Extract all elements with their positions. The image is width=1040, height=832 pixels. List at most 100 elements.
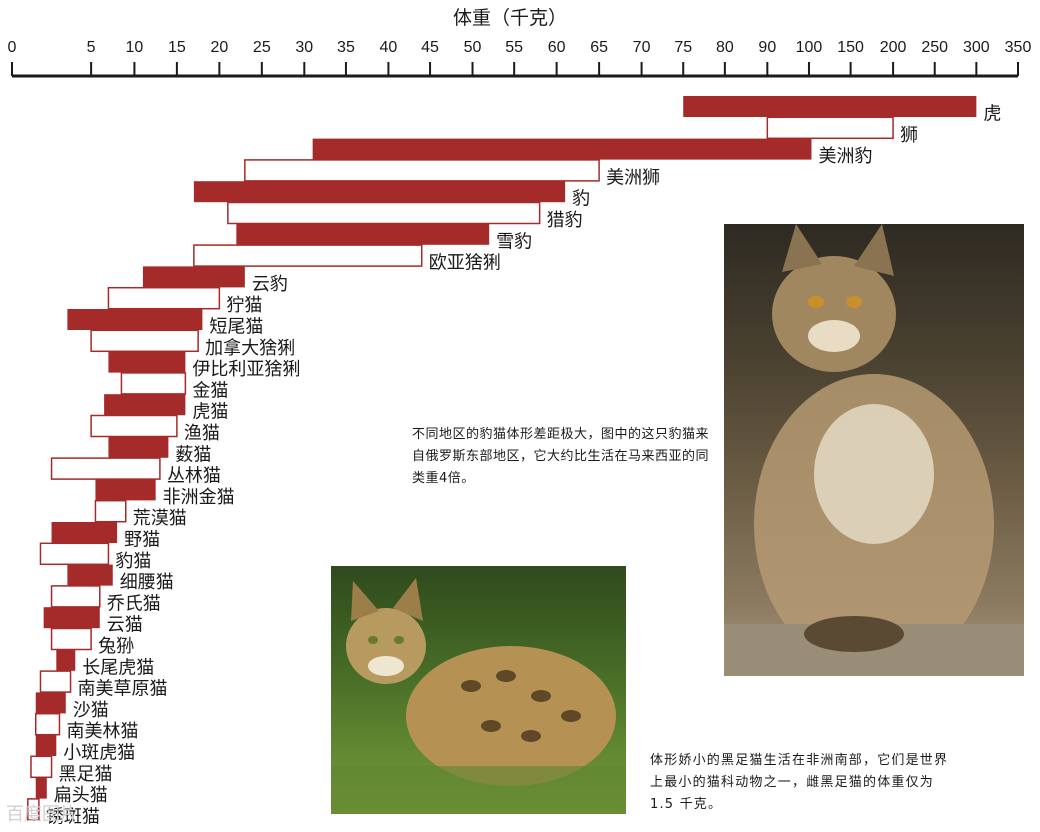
category-label-11: 加拿大猞猁	[205, 337, 295, 359]
bar-19	[94, 499, 127, 523]
bar-6	[236, 223, 490, 245]
bar-5	[227, 201, 541, 225]
bar-13	[120, 372, 187, 395]
category-label-21: 豹猫	[115, 551, 151, 572]
category-label-20: 野猫	[124, 530, 160, 551]
x-axis-title: 体重（千克）	[453, 7, 567, 29]
category-label-22: 细腰猫	[120, 572, 174, 593]
category-label-27: 南美草原猫	[78, 679, 168, 700]
bars-group	[27, 96, 977, 821]
category-label-9: 狞猫	[226, 295, 262, 316]
category-label-12: 伊比利亚猞猁	[192, 359, 300, 380]
category-label-3: 美洲狮	[606, 167, 660, 188]
bar-15	[90, 414, 178, 438]
category-label-33: 锈斑猫	[46, 806, 100, 827]
category-label-16: 薮猫	[175, 444, 211, 465]
black-footed-cat-photo	[331, 566, 626, 814]
category-label-1: 狮	[900, 125, 918, 146]
bar-11	[90, 329, 199, 353]
bar-21	[39, 542, 110, 566]
category-labels-group: 虎狮美洲豹美洲狮豹猎豹雪豹欧亚猞猁云豹狞猫短尾猫加拿大猞猁伊比利亚猞猁金猫虎猫渔…	[46, 104, 1001, 828]
bar-29	[34, 712, 61, 736]
bar-23	[50, 585, 101, 608]
category-label-14: 虎猫	[192, 402, 228, 423]
category-label-23: 乔氏猫	[107, 593, 161, 614]
x-tick-label: 35	[337, 39, 355, 56]
x-tick-label: 200	[880, 39, 907, 56]
category-label-10: 短尾猫	[209, 317, 263, 338]
x-tick-label: 75	[674, 39, 692, 56]
x-tick-label: 25	[253, 39, 271, 56]
x-tick-label: 90	[758, 39, 776, 56]
bar-8	[142, 266, 245, 288]
bar-33	[27, 798, 40, 821]
x-tick-label: 40	[380, 39, 398, 56]
x-tick-label: 150	[837, 39, 864, 56]
category-label-29: 南美林猫	[66, 721, 138, 742]
x-tick-label: 30	[295, 39, 313, 56]
x-tick-label: 15	[168, 39, 186, 56]
bar-2	[312, 138, 812, 160]
category-label-32: 扁头猫	[54, 785, 108, 806]
category-label-26: 长尾虎猫	[82, 657, 154, 678]
category-label-8: 云豹	[252, 274, 288, 295]
category-label-13: 金猫	[192, 380, 228, 401]
bar-4	[193, 181, 566, 203]
category-label-7: 欧亚猞猁	[429, 253, 501, 274]
bar-7	[193, 244, 423, 267]
bar-31	[30, 755, 53, 779]
x-tick-label: 65	[590, 39, 608, 56]
bar-16	[108, 436, 169, 458]
category-label-18: 非洲金猫	[163, 487, 235, 508]
black-footed-cat-caption: 体形娇小的黑足猫生活在非洲南部，它们是世界上最小的猫科动物之一，雌黑足猫的体重仅…	[650, 753, 949, 812]
bar-28	[35, 692, 66, 714]
category-label-28: 沙猫	[73, 700, 109, 721]
x-tick-label: 20	[210, 39, 228, 56]
category-label-5: 猎豹	[547, 210, 583, 231]
category-label-31: 黑足猫	[59, 764, 113, 785]
x-tick-label: 5	[87, 39, 96, 56]
bar-18	[95, 479, 156, 501]
category-label-2: 美洲豹	[818, 146, 872, 167]
bar-12	[108, 351, 186, 373]
category-label-25: 兔狲	[98, 636, 134, 657]
bar-26	[56, 649, 76, 671]
bar-32	[35, 777, 47, 799]
x-tick-label: 45	[421, 39, 439, 56]
bar-17	[50, 457, 161, 480]
bar-25	[50, 627, 92, 651]
bar-30	[35, 735, 57, 756]
category-label-0: 虎	[983, 104, 1001, 125]
bar-1	[766, 116, 894, 140]
bar-24	[43, 607, 100, 629]
x-tick-label: 60	[548, 39, 566, 56]
category-label-17: 丛林猫	[167, 466, 221, 487]
x-tick-label: 300	[963, 39, 990, 56]
x-tick-label: 55	[505, 39, 523, 56]
bar-20	[51, 522, 118, 543]
x-tick-label: 100	[796, 39, 823, 56]
bar-9	[107, 286, 221, 310]
x-tick-label: 10	[126, 39, 144, 56]
x-axis: 0 5 10 15 20 25 30 35 40 45 50 55 60 65 70 75 80 90 100 150…	[8, 39, 1032, 78]
category-label-30: 小斑虎猫	[63, 743, 135, 764]
bar-27	[39, 670, 72, 693]
category-label-24: 云猫	[107, 615, 143, 636]
bar-14	[104, 394, 186, 416]
bar-3	[244, 159, 600, 182]
category-label-15: 渔猫	[184, 423, 220, 444]
leopard-cat-photo	[724, 224, 1024, 676]
x-tick-label: 350	[1005, 39, 1032, 56]
watermark: 百度图片	[6, 804, 78, 825]
x-tick-label: 80	[716, 39, 734, 56]
x-tick-label: 70	[633, 39, 651, 56]
x-tick-label: 0	[8, 39, 17, 56]
bar-10	[67, 309, 203, 330]
bar-0	[683, 96, 977, 117]
category-label-19: 荒漠猫	[133, 508, 187, 529]
leopard-cat-caption: 不同地区的豹猫体形差距极大，图中的这只豹猫来自俄罗斯东部地区，它大约比生活在马来…	[412, 427, 710, 486]
category-label-6: 雪豹	[496, 231, 532, 252]
category-label-4: 豹	[572, 189, 590, 210]
bar-22	[67, 564, 113, 586]
